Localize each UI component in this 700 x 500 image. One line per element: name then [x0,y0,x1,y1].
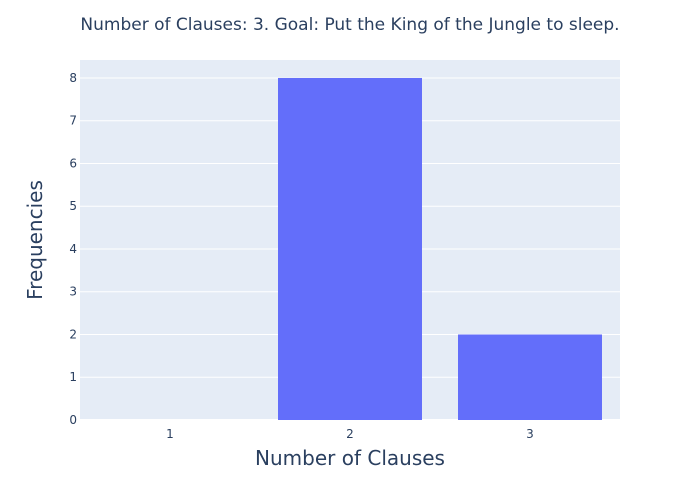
y-tick-label: 3 [69,285,77,299]
y-tick-label: 8 [69,71,77,85]
y-tick-label: 2 [69,327,77,341]
y-tick-label: 7 [69,114,77,128]
x-tick-label: 3 [526,427,534,441]
y-tick-label: 1 [69,370,77,384]
x-axis-title: Number of Clauses [255,446,445,470]
x-tick-labels: 1 2 3 [166,427,534,441]
y-tick-label: 6 [69,156,77,170]
bars [278,77,602,420]
y-tick-label: 0 [69,413,77,427]
bar-3[interactable] [458,334,602,420]
y-axis-title: Frequencies [23,180,47,300]
x-tick-label: 2 [346,427,354,441]
x-tick-label: 1 [166,427,174,441]
chart-title: Number of Clauses: 3. Goal: Put the King… [80,15,619,35]
y-tick-label: 5 [69,199,77,213]
y-tick-label: 4 [69,242,77,256]
y-tick-labels: 0 1 2 3 4 5 6 7 8 [69,71,77,427]
bar-2[interactable] [278,77,422,420]
